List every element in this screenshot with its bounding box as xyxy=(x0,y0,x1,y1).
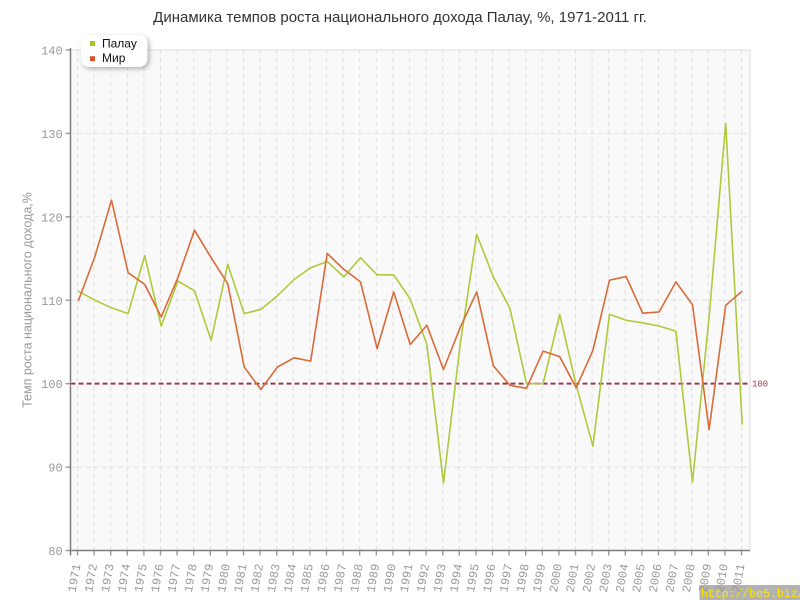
svg-text:2011: 2011 xyxy=(730,563,749,594)
svg-text:1998: 1998 xyxy=(514,563,533,594)
svg-text:1975: 1975 xyxy=(132,563,151,594)
svg-text:2007: 2007 xyxy=(663,563,682,594)
svg-text:Темп роста национального доход: Темп роста национального дохода,% xyxy=(21,192,35,408)
svg-text:2002: 2002 xyxy=(580,563,599,594)
svg-text:1999: 1999 xyxy=(530,563,549,594)
svg-text:2006: 2006 xyxy=(647,563,666,594)
svg-text:2008: 2008 xyxy=(680,563,699,594)
svg-text:http://be5.biz/: http://be5.biz/ xyxy=(701,588,800,600)
svg-text:1978: 1978 xyxy=(182,563,201,594)
svg-text:1988: 1988 xyxy=(348,563,367,594)
svg-text:1996: 1996 xyxy=(481,563,500,594)
svg-text:2000: 2000 xyxy=(547,563,566,594)
svg-text:1973: 1973 xyxy=(99,563,118,594)
svg-text:1976: 1976 xyxy=(149,563,168,594)
svg-text:2001: 2001 xyxy=(564,563,583,594)
svg-text:1971: 1971 xyxy=(66,563,85,594)
svg-text:Мир: Мир xyxy=(102,51,126,65)
svg-text:1987: 1987 xyxy=(331,563,350,594)
svg-text:2010: 2010 xyxy=(713,563,732,594)
svg-text:1983: 1983 xyxy=(265,563,284,594)
svg-text:100: 100 xyxy=(752,380,768,390)
svg-text:1984: 1984 xyxy=(281,563,300,594)
svg-text:1992: 1992 xyxy=(414,563,433,594)
svg-text:1990: 1990 xyxy=(381,563,400,594)
svg-text:140: 140 xyxy=(41,45,63,59)
svg-text:1986: 1986 xyxy=(315,563,334,594)
svg-text:90: 90 xyxy=(48,462,62,476)
svg-text:1980: 1980 xyxy=(215,563,234,594)
svg-text:1991: 1991 xyxy=(398,563,417,594)
svg-text:Палау: Палау xyxy=(102,37,137,51)
svg-text:1979: 1979 xyxy=(198,563,217,594)
svg-text:2003: 2003 xyxy=(597,563,616,594)
svg-text:2005: 2005 xyxy=(630,563,649,594)
svg-text:1981: 1981 xyxy=(232,563,251,594)
svg-text:110: 110 xyxy=(41,295,63,309)
svg-text:1997: 1997 xyxy=(497,563,516,594)
svg-text:1993: 1993 xyxy=(431,563,450,594)
svg-text:1985: 1985 xyxy=(298,563,317,594)
svg-text:1972: 1972 xyxy=(82,563,101,594)
svg-text:1995: 1995 xyxy=(464,563,483,594)
svg-text:1977: 1977 xyxy=(165,563,184,594)
svg-text:2004: 2004 xyxy=(613,563,632,594)
svg-text:80: 80 xyxy=(48,545,62,559)
svg-text:1982: 1982 xyxy=(248,563,267,594)
svg-text:100: 100 xyxy=(41,378,63,392)
svg-text:2009: 2009 xyxy=(696,563,715,594)
svg-text:1974: 1974 xyxy=(115,563,134,594)
svg-text:130: 130 xyxy=(41,128,63,142)
svg-text:120: 120 xyxy=(41,211,63,225)
svg-text:1989: 1989 xyxy=(364,563,383,594)
svg-text:1994: 1994 xyxy=(447,563,466,594)
svg-text:Динамика темпов роста национал: Динамика темпов роста национального дохо… xyxy=(153,9,647,26)
